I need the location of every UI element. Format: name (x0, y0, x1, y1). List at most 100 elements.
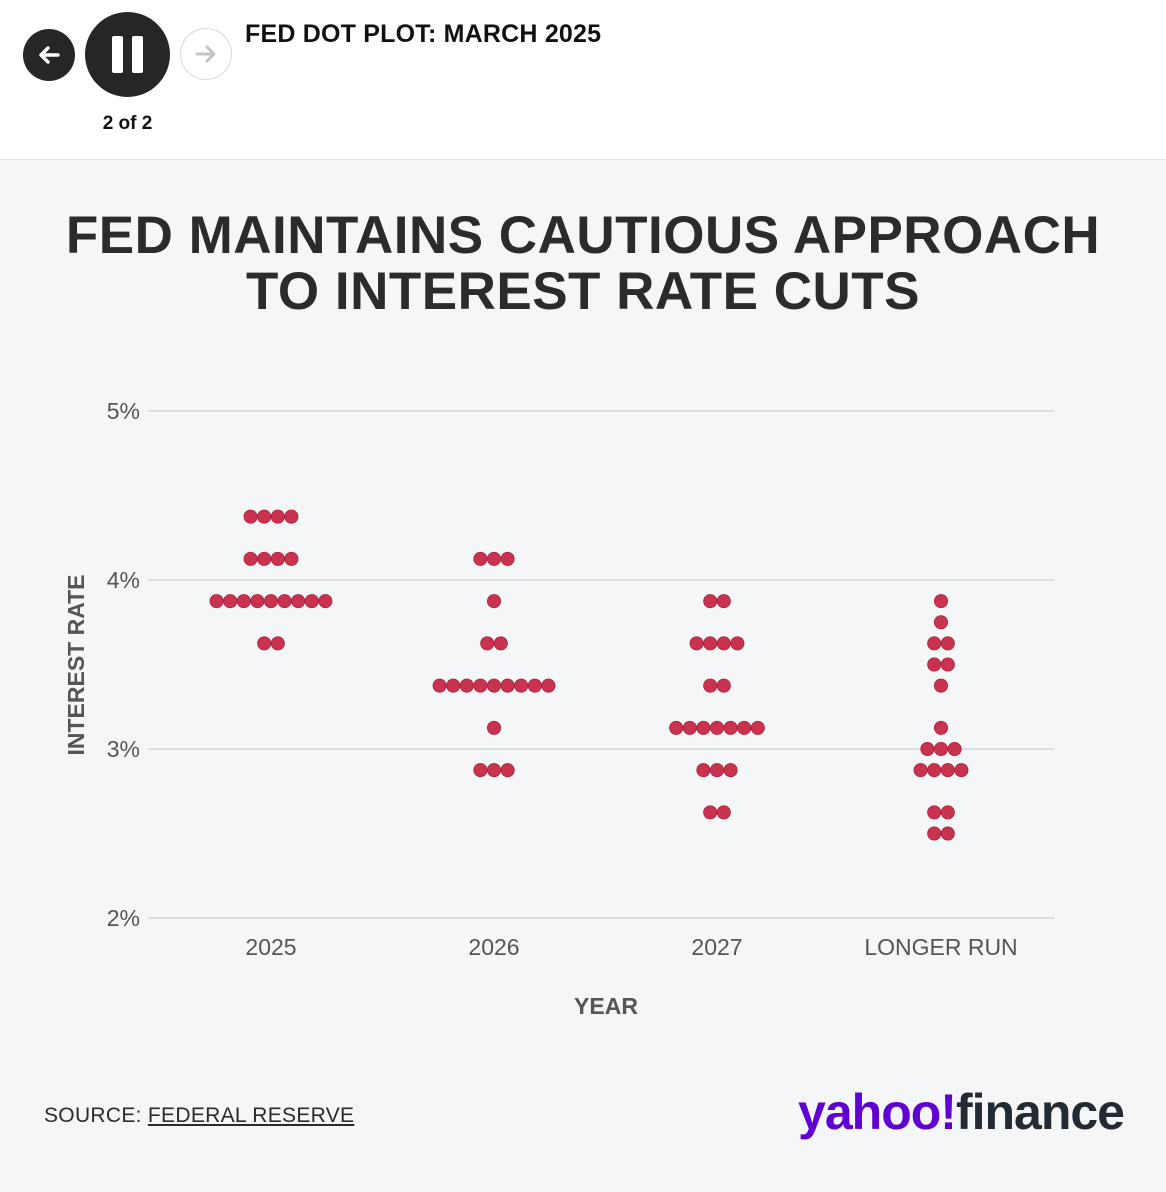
dot-point (257, 509, 272, 524)
source-prefix: SOURCE: (44, 1104, 148, 1127)
dot-point (243, 509, 258, 524)
dot-point (940, 826, 955, 841)
previous-slide-button[interactable] (23, 29, 75, 81)
next-slide-button[interactable] (180, 28, 232, 80)
chart-title: FED MAINTAINS CAUTIOUS APPROACH TO INTER… (0, 208, 1166, 320)
dot-point (934, 615, 949, 630)
dot-point (927, 805, 942, 820)
dot-point (710, 720, 725, 735)
dot-point (486, 763, 501, 778)
dot-point (940, 636, 955, 651)
chart-panel (0, 160, 1166, 1192)
dot-point (934, 720, 949, 735)
y-tick-label: 2% (107, 905, 140, 931)
dot-point (270, 636, 285, 651)
dot-point (486, 678, 501, 693)
dot-point (250, 594, 265, 609)
y-axis-ticks: 2% 3% 4% 5% (107, 398, 140, 931)
dot-point (716, 805, 731, 820)
logo-finance-text: finance (955, 1084, 1125, 1140)
dot-point (703, 678, 718, 693)
gridlines (148, 410, 1054, 919)
dot-point (927, 763, 942, 778)
dot-point (940, 763, 955, 778)
dot-point (716, 678, 731, 693)
dot-point (934, 594, 949, 609)
dot-point (750, 720, 765, 735)
dot-point (486, 594, 501, 609)
dot-point (730, 636, 745, 651)
slideshow-controls: FED DOT PLOT: MARCH 2025 2 of 2 (0, 0, 1166, 160)
dot-point (446, 678, 461, 693)
dot-point (500, 763, 515, 778)
dot-point (703, 636, 718, 651)
dot-point (723, 720, 738, 735)
dot-point (710, 763, 725, 778)
dot-point (270, 509, 285, 524)
x-axis-ticks: 2025 2026 2027 LONGER RUN (245, 934, 1017, 960)
dot-point (291, 594, 306, 609)
x-tick-label: 2027 (691, 934, 742, 960)
dot-point (696, 763, 711, 778)
dot-point (318, 594, 333, 609)
dot-point (940, 805, 955, 820)
dot-point (263, 594, 278, 609)
dot-point (473, 551, 488, 566)
dot-point (243, 551, 258, 566)
y-tick-label: 3% (107, 736, 140, 762)
dot-point (257, 551, 272, 566)
dot-point (716, 594, 731, 609)
dot-point (954, 763, 969, 778)
dot-point (541, 678, 556, 693)
dot-point (669, 720, 684, 735)
dot-point (277, 594, 292, 609)
dot-point (703, 594, 718, 609)
chart-title-line-2: TO INTEREST RATE CUTS (245, 262, 920, 321)
x-tick-label: 2025 (245, 934, 296, 960)
dot-point (304, 594, 319, 609)
dot-point (480, 636, 495, 651)
dot-point (284, 551, 299, 566)
dot-point (459, 678, 474, 693)
dot-point (209, 594, 224, 609)
dot-point (473, 678, 488, 693)
dot-point (940, 657, 955, 672)
dot-point (927, 826, 942, 841)
dot-point (927, 636, 942, 651)
dot-point (527, 678, 542, 693)
dot-point (486, 720, 501, 735)
dot-point (236, 594, 251, 609)
dot-point (493, 636, 508, 651)
dot-point (284, 509, 299, 524)
dot-point (500, 678, 515, 693)
chart-title-line-1: FED MAINTAINS CAUTIOUS APPROACH (65, 206, 1101, 265)
arrow-right-icon (195, 45, 216, 63)
logo-yahoo-text: yahoo! (798, 1084, 957, 1140)
y-tick-label: 4% (107, 567, 140, 593)
dot-point (514, 678, 529, 693)
yahoo-finance-logo: yahoo!finance (798, 1083, 1125, 1141)
dot-point (500, 551, 515, 566)
x-tick-label: LONGER RUN (864, 934, 1017, 960)
dot-point (223, 594, 238, 609)
y-axis-label: INTEREST RATE (63, 574, 89, 755)
dot-point (696, 720, 711, 735)
x-tick-label: 2026 (468, 934, 519, 960)
dot-point (920, 742, 935, 757)
dot-point (682, 720, 697, 735)
source-note: SOURCE: FEDERAL RESERVE (44, 1104, 354, 1128)
dot-point (432, 678, 447, 693)
dot-point (927, 657, 942, 672)
pause-button[interactable] (85, 12, 170, 97)
dot-point (716, 636, 731, 651)
source-link[interactable]: FEDERAL RESERVE (147, 1104, 355, 1127)
dot-point (270, 551, 285, 566)
dot-point (947, 742, 962, 757)
slide-title: FED DOT PLOT: MARCH 2025 (245, 20, 602, 48)
dot-point (486, 551, 501, 566)
dot-point (257, 636, 272, 651)
dot-point (473, 763, 488, 778)
dots (209, 509, 969, 841)
y-tick-label: 5% (107, 398, 140, 424)
